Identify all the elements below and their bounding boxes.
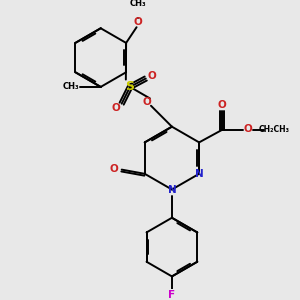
- Text: N: N: [195, 169, 203, 179]
- Text: CH₃: CH₃: [129, 0, 146, 8]
- Text: O: O: [142, 97, 151, 106]
- Text: S: S: [125, 80, 134, 93]
- Text: O: O: [148, 71, 156, 81]
- Text: N: N: [167, 184, 176, 194]
- Text: O: O: [244, 124, 253, 134]
- Text: O: O: [110, 164, 119, 174]
- Text: CH₂CH₃: CH₂CH₃: [259, 125, 290, 134]
- Text: F: F: [168, 290, 175, 300]
- Text: O: O: [218, 100, 226, 110]
- Text: O: O: [111, 103, 120, 113]
- Text: CH₃: CH₃: [63, 82, 80, 91]
- Text: O: O: [133, 17, 142, 27]
